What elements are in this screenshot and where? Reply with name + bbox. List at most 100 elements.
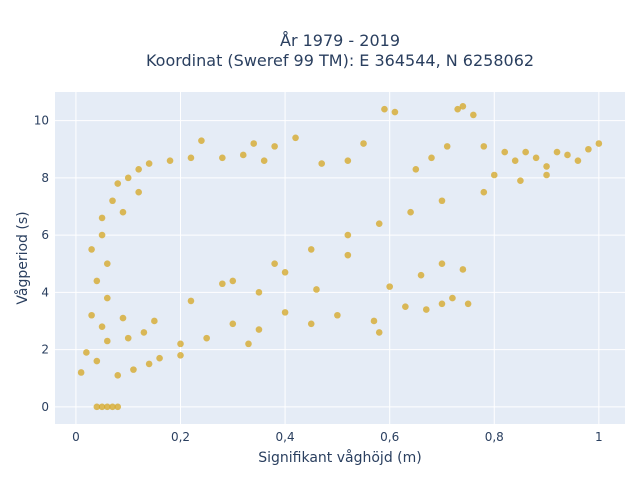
data-point [344, 157, 352, 164]
data-point [422, 306, 430, 313]
data-point [140, 329, 148, 336]
data-point [438, 197, 446, 205]
data-point [281, 269, 289, 276]
data-point [124, 334, 132, 342]
data-point [375, 220, 383, 227]
data-point [119, 208, 127, 216]
data-point [370, 317, 378, 325]
data-point [522, 148, 529, 156]
data-point [130, 366, 137, 373]
data-point [292, 134, 299, 142]
x-tick-label: 0,6 [380, 430, 399, 444]
data-point [501, 148, 509, 156]
x-tick-label: 1 [595, 430, 603, 444]
data-point [511, 157, 519, 164]
data-point [459, 266, 467, 273]
data-point [177, 352, 184, 359]
data-point [198, 137, 205, 144]
data-point [318, 160, 325, 167]
data-point [391, 108, 399, 116]
data-point [532, 154, 540, 162]
data-point [239, 151, 247, 159]
plot-area [55, 92, 625, 424]
x-tick-label: 0 [72, 430, 80, 444]
y-tick-label: 10 [34, 114, 49, 128]
data-point [114, 180, 122, 187]
data-point [98, 231, 106, 239]
data-point [229, 277, 237, 285]
data-point [454, 105, 461, 113]
data-point [103, 337, 111, 345]
data-point [443, 143, 451, 150]
data-point [245, 340, 252, 348]
data-point [517, 177, 524, 185]
data-point [344, 231, 352, 239]
data-point [109, 403, 116, 411]
data-point [135, 165, 142, 173]
x-tick-label: 0,4 [276, 430, 295, 444]
data-point [135, 188, 142, 196]
data-point [459, 103, 467, 110]
data-point [417, 271, 425, 279]
y-axis-title: Vågperiod (s) [14, 211, 31, 304]
data-point [281, 309, 289, 316]
data-point [480, 188, 488, 196]
data-point [98, 323, 106, 330]
y-tick-label: 4 [41, 285, 49, 299]
data-point [407, 208, 414, 216]
data-point [464, 300, 472, 308]
y-tick-label: 8 [41, 171, 49, 185]
data-point [114, 372, 122, 379]
data-point [344, 251, 352, 259]
data-point [229, 320, 237, 328]
data-point [438, 300, 446, 308]
data-point [109, 197, 116, 205]
data-point [381, 105, 388, 113]
data-point [88, 311, 95, 319]
data-point [574, 157, 582, 164]
data-point [103, 260, 111, 268]
data-point [187, 297, 195, 305]
data-point [375, 329, 383, 336]
data-point [564, 151, 571, 159]
data-point [88, 246, 95, 253]
data-point [77, 369, 85, 376]
data-point [543, 171, 550, 179]
data-point [156, 354, 163, 362]
grid-lines [55, 92, 625, 424]
data-points [77, 103, 603, 411]
data-point [449, 294, 456, 302]
x-axis-title: Signifikant våghöjd (m) [258, 449, 421, 466]
data-point [307, 246, 315, 253]
data-point [219, 154, 226, 162]
data-point [219, 280, 226, 288]
data-point [470, 111, 477, 119]
data-point [595, 140, 603, 147]
x-tick-label: 0,2 [171, 430, 190, 444]
y-tick-label: 6 [41, 228, 49, 242]
data-point [103, 294, 111, 302]
data-point [260, 157, 268, 164]
data-point [187, 154, 195, 162]
data-point [313, 286, 320, 293]
data-point [93, 277, 101, 285]
data-point [490, 171, 498, 179]
data-point [255, 289, 263, 296]
data-point [438, 260, 446, 268]
data-point [119, 314, 127, 322]
data-point [334, 311, 341, 319]
data-point [585, 145, 592, 153]
data-point [93, 403, 101, 411]
data-point [145, 160, 153, 167]
data-point [177, 340, 184, 348]
data-point [93, 357, 101, 365]
data-point [428, 154, 435, 162]
data-point [151, 317, 158, 325]
y-tick-label: 0 [41, 400, 49, 414]
data-point [553, 148, 561, 156]
data-point [98, 403, 106, 411]
data-point [480, 143, 488, 150]
